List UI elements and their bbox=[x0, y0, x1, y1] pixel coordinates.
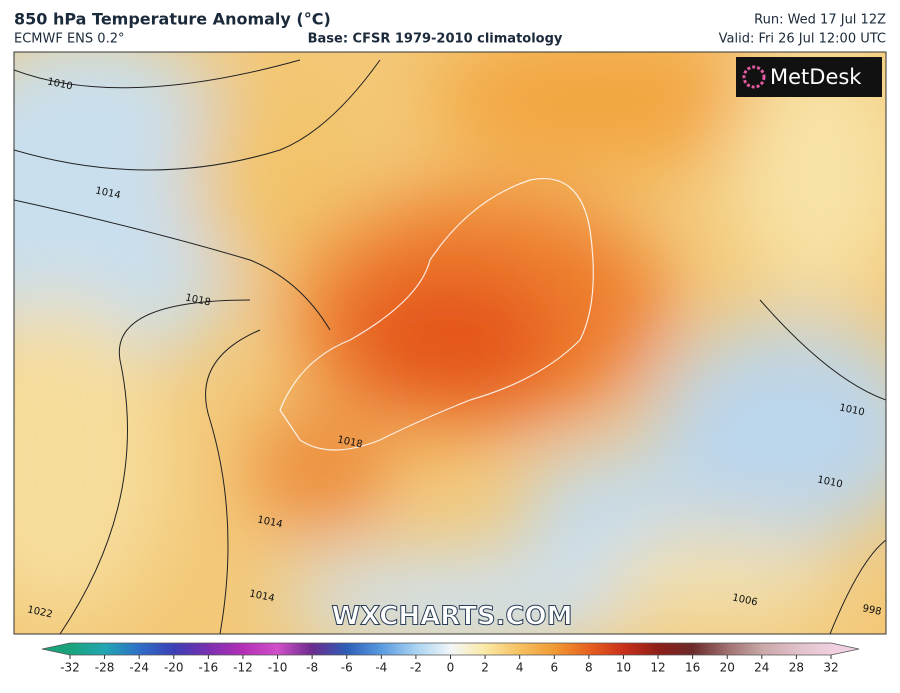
title: 850 hPa Temperature Anomaly (°C) bbox=[14, 10, 331, 29]
colorbar-segment bbox=[415, 643, 451, 655]
colorbar-tick-label: -28 bbox=[95, 661, 115, 675]
isobar-label: 1014 bbox=[256, 514, 283, 530]
colorbar-tick-label: 20 bbox=[720, 661, 735, 675]
colorbar-tick-label: 24 bbox=[754, 661, 769, 675]
colorbar-tick-label: 8 bbox=[585, 661, 593, 675]
colorbar-tick-label: 16 bbox=[685, 661, 700, 675]
isobar-label: 1010 bbox=[816, 474, 843, 490]
colorbar-tick-label: -24 bbox=[129, 661, 149, 675]
watermark: WXCHARTS.COM bbox=[331, 602, 572, 632]
colorbar-segment bbox=[450, 643, 486, 655]
isobar-label: 1014 bbox=[248, 588, 275, 604]
run: Run: Wed 17 Jul 12Z bbox=[754, 13, 886, 28]
colorbar-tick-label: 10 bbox=[616, 661, 631, 675]
base: Base: CFSR 1979-2010 climatology bbox=[308, 32, 563, 47]
colorbar-tick-label: 12 bbox=[650, 661, 665, 675]
colorbar-segment bbox=[277, 643, 313, 655]
isobar-label: 1006 bbox=[731, 592, 758, 608]
colorbar-tick-label: 28 bbox=[789, 661, 804, 675]
colorbar-tick-label: 6 bbox=[550, 661, 558, 675]
colorbar-segment bbox=[312, 643, 348, 655]
colorbar-segment bbox=[796, 643, 832, 655]
colorbar-segment bbox=[381, 643, 417, 655]
logo-icon bbox=[742, 65, 766, 89]
isobars bbox=[14, 59, 886, 634]
isobar-label: 1014 bbox=[94, 185, 121, 201]
colorbar-tick-label: 0 bbox=[447, 661, 455, 675]
colorbar-tick-label: -8 bbox=[306, 661, 318, 675]
valid: Valid: Fri 26 Jul 12:00 UTC bbox=[719, 32, 886, 47]
colorbar-segment bbox=[173, 643, 209, 655]
map: 1010 1014 1018 1022 1018 1014 1010 1010 1014 1006… bbox=[14, 52, 886, 634]
colorbar-segment bbox=[242, 643, 279, 655]
colorbar-tick-label: -20 bbox=[164, 661, 184, 675]
colorbar-tick-label: 32 bbox=[823, 661, 838, 675]
colorbar-left-tip bbox=[42, 643, 70, 655]
logo: MetDesk bbox=[770, 65, 862, 89]
colorbar-tick-label: 2 bbox=[481, 661, 489, 675]
colorbar-segment bbox=[104, 643, 140, 655]
colorbar-tick-label: -16 bbox=[199, 661, 219, 675]
colorbar-right-tip bbox=[831, 643, 859, 655]
colorbar-segment bbox=[658, 643, 694, 655]
colorbar-segment bbox=[727, 643, 763, 655]
colorbar-segment bbox=[346, 643, 382, 655]
colorbar-tick-label: -6 bbox=[341, 661, 353, 675]
colorbar-tick-label: 4 bbox=[516, 661, 524, 675]
colorbar-segment bbox=[485, 643, 521, 655]
contour-outline bbox=[279, 178, 594, 451]
colorbar-segment bbox=[70, 643, 106, 655]
isobar-label: 1018 bbox=[184, 292, 211, 308]
colorbar-tick-label: -12 bbox=[233, 661, 253, 675]
colorbar-segment bbox=[139, 643, 175, 655]
model: ECMWF ENS 0.2° bbox=[14, 32, 124, 47]
colorbar-segment bbox=[761, 643, 797, 655]
logo-box bbox=[736, 57, 882, 97]
map-frame bbox=[13, 51, 887, 635]
isobar-label: 998 bbox=[861, 603, 882, 618]
colorbar-segment bbox=[588, 643, 624, 655]
isobar-label: 1010 bbox=[838, 402, 865, 418]
colorbar-segment bbox=[623, 643, 659, 655]
isobar-label: 1010 bbox=[46, 76, 73, 92]
colorbar-tick-label: -32 bbox=[60, 661, 80, 675]
colorbar-segment bbox=[519, 643, 555, 655]
colorbar-tick-label: -2 bbox=[410, 661, 422, 675]
colorbar-tick-label: -10 bbox=[268, 661, 288, 675]
colorbar-segment bbox=[208, 643, 244, 655]
colorbar-segment bbox=[554, 643, 590, 655]
colorbar: -32 -28 -24 -20 -16 -12 -10 -8 -6 -4 -2 0 2 4 6 8 10 12 16… bbox=[41, 642, 860, 675]
isobar-label: 1018 bbox=[336, 434, 363, 450]
isobar-label: 1022 bbox=[26, 604, 53, 620]
colorbar-tick-label: -4 bbox=[375, 661, 387, 675]
colorbar-segment bbox=[692, 643, 728, 655]
